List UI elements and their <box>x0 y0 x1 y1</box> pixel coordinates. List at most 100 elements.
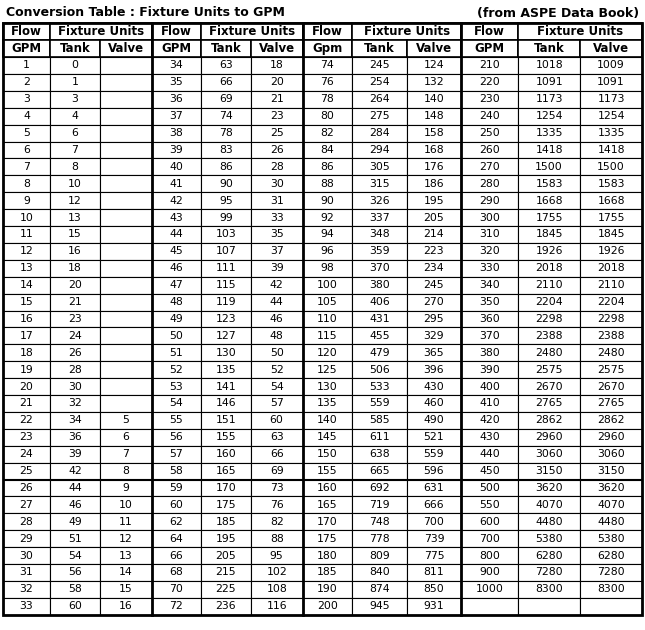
Bar <box>201 57 251 74</box>
Text: 270: 270 <box>479 162 500 172</box>
Bar <box>407 530 461 547</box>
Text: 450: 450 <box>479 466 500 476</box>
Text: 37: 37 <box>170 111 183 121</box>
Text: 34: 34 <box>68 415 82 425</box>
Bar <box>303 40 352 57</box>
Bar <box>303 57 352 74</box>
Text: 1926: 1926 <box>535 246 563 256</box>
Text: 40: 40 <box>170 162 183 172</box>
Bar <box>3 294 50 311</box>
Bar <box>352 564 407 581</box>
Bar <box>407 125 461 142</box>
Text: 11: 11 <box>19 229 34 239</box>
Bar <box>99 345 152 361</box>
Bar <box>352 158 407 175</box>
Bar <box>50 412 99 429</box>
Bar <box>152 57 201 74</box>
Bar <box>251 395 303 412</box>
Bar <box>461 429 518 445</box>
Bar <box>407 429 461 445</box>
Bar <box>50 260 99 277</box>
Text: Flow: Flow <box>474 25 505 38</box>
Text: 94: 94 <box>321 229 334 239</box>
Bar <box>99 277 152 294</box>
Text: 2765: 2765 <box>597 398 625 408</box>
Text: 778: 778 <box>369 534 390 544</box>
Text: (from ASPE Data Book): (from ASPE Data Book) <box>477 6 639 20</box>
Text: 1755: 1755 <box>597 212 625 222</box>
Text: 146: 146 <box>215 398 236 408</box>
Bar <box>152 462 201 479</box>
Bar <box>3 412 50 429</box>
Text: 2110: 2110 <box>535 280 563 290</box>
Text: 6: 6 <box>23 145 30 155</box>
Text: 90: 90 <box>219 179 233 189</box>
Text: 280: 280 <box>479 179 500 189</box>
Bar <box>303 564 352 581</box>
Bar <box>580 328 642 345</box>
Bar <box>580 581 642 598</box>
Bar <box>201 158 251 175</box>
Bar <box>50 311 99 328</box>
Bar <box>152 243 201 260</box>
Bar <box>50 158 99 175</box>
Text: 130: 130 <box>215 348 236 358</box>
Text: 1: 1 <box>72 77 78 88</box>
Bar <box>152 598 201 615</box>
Bar <box>50 142 99 158</box>
Text: Fixture Units: Fixture Units <box>364 25 450 38</box>
Text: 140: 140 <box>424 94 444 104</box>
Bar <box>303 378 352 395</box>
Bar <box>99 108 152 125</box>
Bar <box>3 74 50 91</box>
Text: 49: 49 <box>170 314 183 324</box>
Bar <box>352 108 407 125</box>
Bar <box>303 479 352 496</box>
Text: 611: 611 <box>369 432 390 442</box>
Bar <box>518 598 580 615</box>
Text: 116: 116 <box>266 601 287 611</box>
Text: 60: 60 <box>170 500 183 510</box>
Bar <box>303 294 352 311</box>
Text: 107: 107 <box>215 246 236 256</box>
Bar <box>407 57 461 74</box>
Bar <box>50 209 99 226</box>
Bar <box>99 513 152 530</box>
Bar <box>352 277 407 294</box>
Bar <box>50 345 99 361</box>
Text: 330: 330 <box>479 263 500 273</box>
Text: 234: 234 <box>424 263 444 273</box>
Bar <box>3 125 50 142</box>
Text: 2298: 2298 <box>535 314 563 324</box>
Text: 24: 24 <box>68 331 82 341</box>
Text: 264: 264 <box>369 94 390 104</box>
Bar <box>99 192 152 209</box>
Text: 420: 420 <box>479 415 500 425</box>
Bar <box>3 277 50 294</box>
Text: 15: 15 <box>68 229 82 239</box>
Bar <box>518 564 580 581</box>
Bar <box>99 378 152 395</box>
Text: 230: 230 <box>479 94 500 104</box>
Bar <box>461 226 518 243</box>
Text: 1845: 1845 <box>535 229 563 239</box>
Text: 692: 692 <box>369 483 390 493</box>
Text: 5: 5 <box>122 415 129 425</box>
Bar <box>152 345 201 361</box>
Bar <box>461 277 518 294</box>
Text: 60: 60 <box>270 415 284 425</box>
Bar <box>50 74 99 91</box>
Bar <box>518 479 580 496</box>
Text: 42: 42 <box>270 280 284 290</box>
Bar <box>3 209 50 226</box>
Text: 100: 100 <box>317 280 338 290</box>
Text: 36: 36 <box>170 94 183 104</box>
Bar <box>580 479 642 496</box>
Bar <box>407 513 461 530</box>
Text: 223: 223 <box>424 246 444 256</box>
Text: 119: 119 <box>215 297 236 307</box>
Text: 700: 700 <box>424 517 444 527</box>
Text: 55: 55 <box>170 415 183 425</box>
Bar <box>251 530 303 547</box>
Bar <box>50 57 99 74</box>
